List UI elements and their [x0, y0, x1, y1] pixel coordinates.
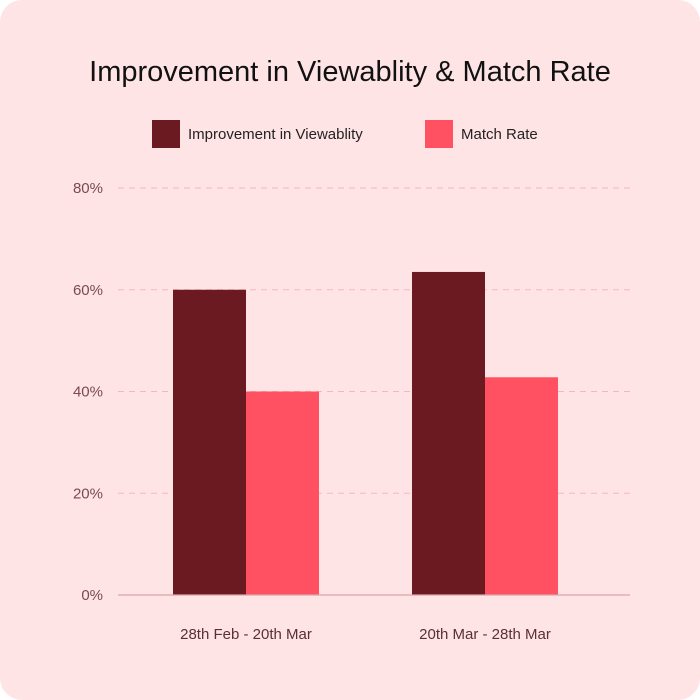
y-tick-label: 20% [73, 485, 103, 502]
y-tick-label: 0% [81, 587, 103, 604]
bar [246, 391, 319, 595]
chart-title: Improvement in Viewablity & Match Rate [89, 56, 611, 88]
legend-swatch-match-rate [425, 120, 453, 148]
y-tick-label: 60% [73, 282, 103, 299]
y-tick-label: 80% [73, 180, 103, 197]
x-category-label: 20th Mar - 28th Mar [419, 626, 551, 643]
legend-label-viewability: Improvement in Viewablity [188, 125, 363, 143]
bar [485, 377, 558, 595]
legend-item-viewability: Improvement in Viewablity [152, 120, 363, 148]
legend-label-match-rate: Match Rate [461, 125, 538, 143]
legend-swatch-viewability [152, 120, 180, 148]
x-category-label: 28th Feb - 20th Mar [180, 626, 312, 643]
legend-item-match-rate: Match Rate [425, 120, 538, 148]
bar [173, 289, 246, 595]
chart-legend: Improvement in Viewablity Match Rate [0, 120, 700, 148]
bar [412, 271, 485, 595]
y-tick-label: 40% [73, 384, 103, 401]
